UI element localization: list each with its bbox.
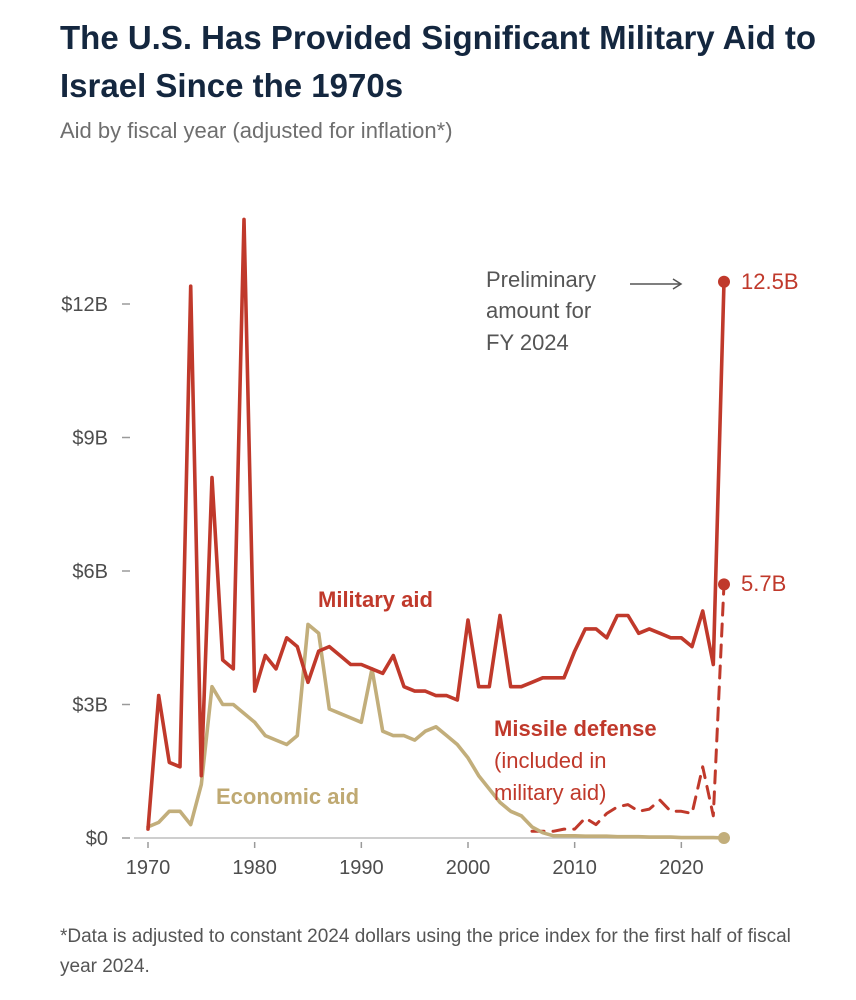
chart-title: The U.S. Has Provided Significant Milita… [60,19,817,104]
y-tick-label: $6B [72,561,108,583]
preliminary-arrow-icon [630,278,683,290]
series-layer [146,217,730,844]
y-tick-label: $3B [72,695,108,717]
series-missile-defense [530,582,726,833]
x-tick-label: 1980 [232,857,277,879]
y-tick-label: $9B [72,428,108,450]
end-label-missile-defense: 5.7B [741,571,786,596]
point-military-2024 [718,275,730,288]
line-chart: $0 $3B $6B $9B $12B 1970 1980 1990 2000 2010 2020… [61,217,799,879]
point-economic-2024 [718,832,730,844]
series-economic-aid [146,622,726,840]
x-axis: 1970 1980 1990 2000 2010 2020 [126,837,724,879]
x-tick-label: 2010 [552,857,597,879]
military-aid-label: Military aid [318,587,433,612]
preliminary-note-line-3: FY 2024 [486,330,569,355]
footnote: *Data is adjusted to constant 2024 dolla… [60,926,791,977]
economic-aid-label: Economic aid [216,784,359,809]
missile-defense-sublabel-2: military aid) [494,780,606,805]
annotation-layer: Military aid Economic aid Missile defens… [216,267,799,809]
preliminary-note-line-2: amount for [486,298,591,323]
y-tick-label: $12B [61,294,108,316]
missile-defense-sublabel-1: (included in [494,748,607,773]
y-axis: $0 $3B $6B $9B $12B [61,294,130,850]
x-tick-label: 1970 [126,857,171,879]
x-tick-label: 1990 [339,857,384,879]
series-military-aid [146,217,726,831]
point-missile-defense-2024 [718,578,730,591]
missile-defense-label: Missile defense [494,716,657,741]
y-tick-label: $0 [86,828,108,850]
end-label-military: 12.5B [741,269,799,294]
preliminary-note-line-1: Preliminary [486,267,596,292]
x-tick-label: 2000 [446,857,491,879]
x-tick-label: 2020 [659,857,704,879]
chart-subtitle: Aid by fiscal year (adjusted for inflati… [60,118,453,143]
